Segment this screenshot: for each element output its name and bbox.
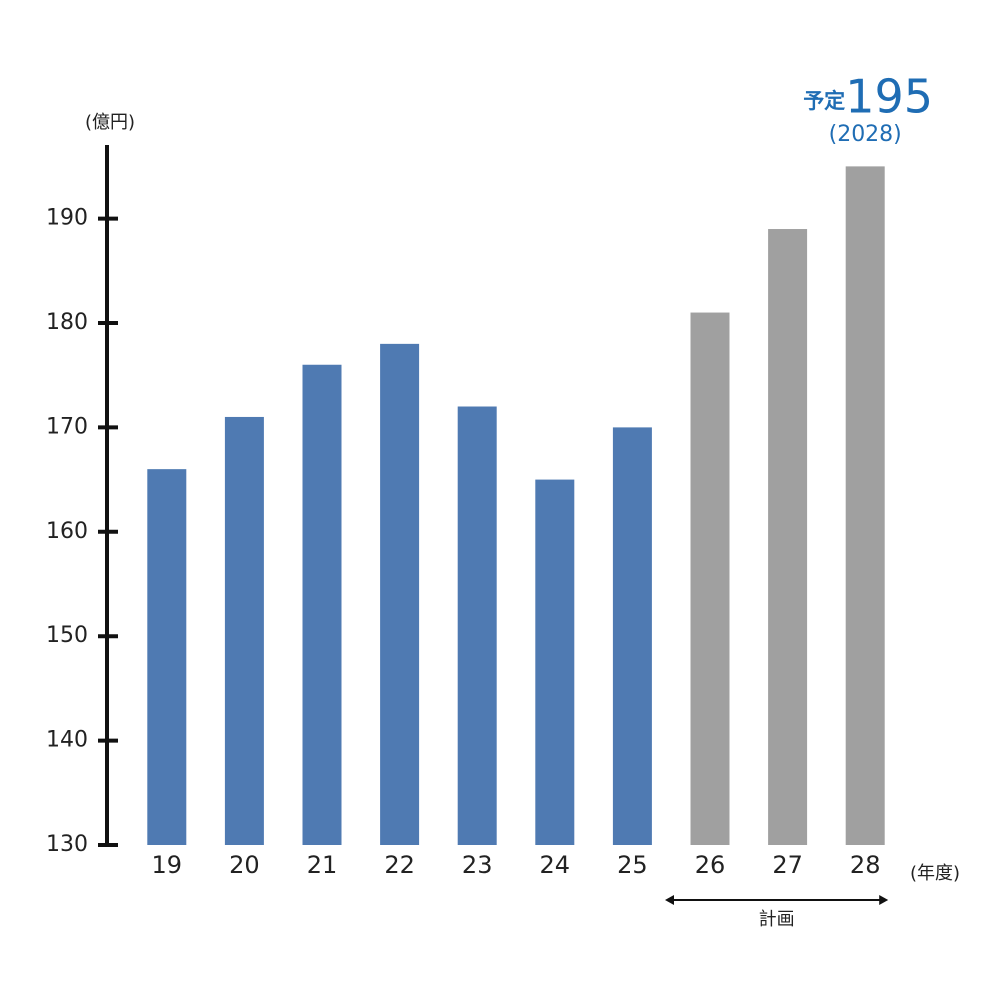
bar [457,406,497,845]
y-tick-label: 140 [46,728,88,753]
y-tick-label: 170 [46,414,88,439]
y-tick-label: 160 [46,519,88,544]
x-tick-label: 23 [462,851,493,879]
bar [535,479,575,845]
plan-label: 計画 [759,909,795,930]
bar [147,469,187,845]
bar [845,166,885,845]
y-unit: (億円) [85,112,135,133]
x-tick-label: 22 [384,851,415,879]
x-tick-label: 21 [307,851,338,879]
y-tick-label: 150 [46,623,88,648]
x-tick-label: 27 [772,851,803,879]
bar [690,312,730,845]
y-tick-label: 190 [46,206,88,231]
bar [612,427,652,845]
x-tick-label: 19 [152,851,183,879]
value-label: 195 [845,70,933,124]
x-tick-label: 20 [229,851,260,879]
bar [302,364,342,845]
bar [224,416,264,845]
bar [380,343,420,845]
x-unit: (年度) [910,863,960,884]
x-tick-label: 24 [540,851,571,879]
y-tick-label: 180 [46,310,88,335]
bar [768,229,808,845]
annotation-prefix: 予定 [803,89,845,113]
y-tick-label: 130 [46,832,88,857]
x-tick-label: 26 [695,851,726,879]
x-tick-label: 28 [850,851,881,879]
x-tick-label: 25 [617,851,648,879]
annotation-year: (2028) [829,122,902,147]
